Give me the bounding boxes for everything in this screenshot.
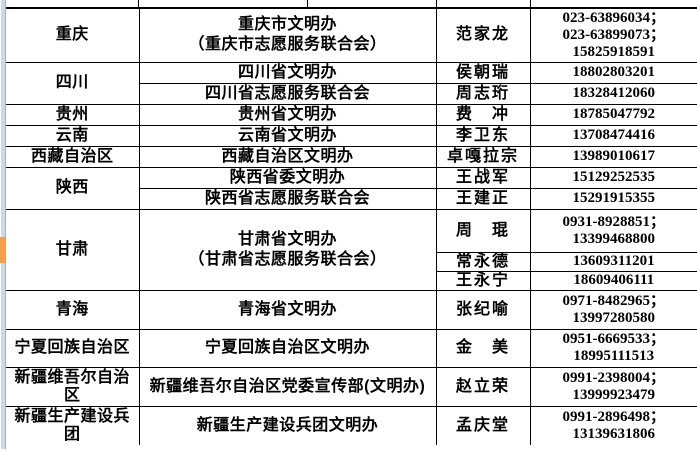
column-divider-stub — [530, 0, 531, 7]
table-row: 甘肃 甘肃省文明办 （甘肃省志愿服务联合会） 周 琨 0931-8928851；… — [6, 208, 697, 291]
phone-cell: 13609311201 — [529, 251, 697, 272]
organization-cell: 西藏自治区文明办 — [138, 145, 437, 168]
phone-cell: 18609406111 — [529, 270, 697, 291]
column-divider-stub — [307, 0, 308, 7]
organization-cell: 新疆生产建设兵团文明办 — [138, 405, 437, 445]
organization-cell: 宁夏回族自治区文明办 — [138, 328, 437, 368]
phone-cell: 0931-8928851； 13399468800 — [529, 208, 697, 253]
table-row: 宁夏回族自治区 宁夏回族自治区文明办 金 美 0951-6669533； 189… — [6, 328, 697, 368]
contact-name-cell: 周 琨 — [435, 208, 531, 253]
gutter-orange-highlight — [0, 237, 5, 263]
contact-name-cell: 赵立荣 — [435, 366, 531, 407]
organization-cell: 新疆维吾尔自治区党委宣传部(文明办) — [138, 366, 437, 407]
table-row: 西藏自治区 西藏自治区文明办 卓嘎拉宗 13989010617 — [6, 145, 697, 168]
contact-name-cell: 王战军 — [435, 166, 531, 189]
province-cell: 云南 — [6, 124, 140, 147]
province-cell: 宁夏回族自治区 — [6, 328, 140, 368]
table-row: 四川 四川省文明办 侯朝瑞 18802803201 — [6, 61, 697, 105]
phone-cell: 18785047792 — [529, 103, 697, 126]
contact-name-cell: 孟庆堂 — [435, 405, 531, 445]
phone-cell: 0991-2896498； 13139631806 — [529, 405, 697, 445]
table-row: 贵州 贵州省文明办 费 冲 18785047792 — [6, 103, 697, 126]
phone-cell: 18328412060 — [529, 82, 697, 105]
table-row: 新疆维吾尔自治区 新疆维吾尔自治区党委宣传部(文明办) 赵立荣 0991-239… — [6, 366, 697, 407]
phone-cell: 15129252535 — [529, 166, 697, 189]
cropped-row-above — [6, 0, 697, 9]
table-row: 重庆 重庆市文明办 （重庆市志愿服务联合会） 范家龙 023-63896034；… — [6, 9, 697, 63]
contact-table-region: 重庆 重庆市文明办 （重庆市志愿服务联合会） 范家龙 023-63896034；… — [6, 0, 697, 445]
contact-name-cell: 张纪喻 — [435, 289, 531, 330]
province-cell: 甘肃 — [6, 208, 140, 291]
phone-cell: 13708474416 — [529, 124, 697, 147]
phone-cell: 18802803201 — [529, 61, 697, 84]
contact-name-cell: 金 美 — [435, 328, 531, 368]
province-cell: 贵州 — [6, 103, 140, 126]
table-row: 四川省志愿服务联合会 周志珩 18328412060 — [6, 82, 697, 105]
province-cell: 青海 — [6, 289, 140, 330]
organization-cell: 青海省文明办 — [138, 289, 437, 330]
table-row: 云南 云南省文明办 李卫东 13708474416 — [6, 124, 697, 147]
phone-cell: 0971-8482965； 13997280580 — [529, 289, 697, 330]
province-cell: 重庆 — [6, 9, 140, 63]
table-row: 青海 青海省文明办 张纪喻 0971-8482965； 13997280580 — [6, 289, 697, 330]
contact-name-cell: 常永德 — [435, 251, 531, 272]
phone-cell: 15291915355 — [529, 187, 697, 210]
organization-cell: 陕西省委文明办 — [138, 166, 437, 189]
province-cell: 新疆维吾尔自治区 — [6, 366, 140, 407]
organization-cell: 陕西省志愿服务联合会 — [138, 187, 437, 210]
organization-cell: 贵州省文明办 — [138, 103, 437, 126]
phone-cell: 13989010617 — [529, 145, 697, 168]
contact-name-cell: 王建正 — [435, 187, 531, 210]
phone-cell: 0951-6669533； 18995111513 — [529, 328, 697, 368]
contact-table: 重庆 重庆市文明办 （重庆市志愿服务联合会） 范家龙 023-63896034；… — [6, 9, 697, 445]
spreadsheet-gutter-strip — [1, 0, 6, 449]
province-cell: 新疆生产建设兵团 — [6, 405, 140, 445]
organization-cell: 四川省志愿服务联合会 — [138, 82, 437, 105]
phone-cell: 023-63896034； 023-63899073； 15825918591 — [529, 9, 697, 63]
organization-cell: 四川省文明办 — [138, 61, 437, 84]
province-cell: 西藏自治区 — [6, 145, 140, 168]
table-row: 陕西省志愿服务联合会 王建正 15291915355 — [6, 187, 697, 210]
organization-cell: 甘肃省文明办 （甘肃省志愿服务联合会） — [138, 208, 437, 291]
table-row: 新疆生产建设兵团 新疆生产建设兵团文明办 孟庆堂 0991-2896498； 1… — [6, 405, 697, 445]
contact-name-cell: 卓嘎拉宗 — [435, 145, 531, 168]
phone-cell: 0991-2398004； 13999923479 — [529, 366, 697, 407]
contact-name-cell: 李卫东 — [435, 124, 531, 147]
table-row: 陕西 陕西省委文明办 王战军 15129252535 — [6, 166, 697, 210]
contact-name-cell: 周志珩 — [435, 82, 531, 105]
contact-name-cell: 费 冲 — [435, 103, 531, 126]
organization-cell: 重庆市文明办 （重庆市志愿服务联合会） — [138, 9, 437, 63]
column-divider-stub — [436, 0, 437, 7]
province-cell: 四川 — [6, 61, 140, 105]
contact-name-cell: 王永宁 — [435, 270, 531, 291]
contact-name-cell: 侯朝瑞 — [435, 61, 531, 84]
column-divider-stub — [138, 0, 139, 7]
organization-cell: 云南省文明办 — [138, 124, 437, 147]
contact-name-cell: 范家龙 — [435, 9, 531, 63]
province-cell: 陕西 — [6, 166, 140, 210]
